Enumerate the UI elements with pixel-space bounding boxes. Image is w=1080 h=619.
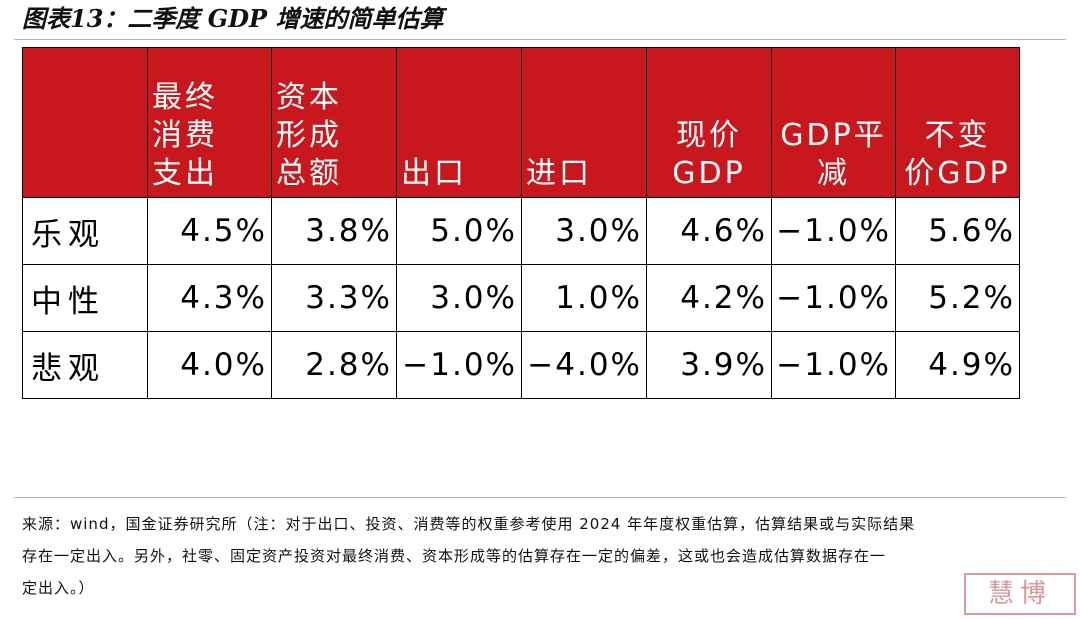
header-cell-imports: 进口 xyxy=(521,47,647,198)
source-divider xyxy=(14,497,1066,498)
table-row-neutral: 中性 4.3% 3.3% 3.0% 1.0% 4.2% −1.0% 5.2% xyxy=(22,264,1020,332)
source-line: 来源：wind，国金证券研究所（注：对于出口、投资、消费等的权重参考使用 202… xyxy=(22,515,916,533)
table-cell: −4.0% xyxy=(521,331,647,399)
table-cell: 4.9% xyxy=(895,331,1020,399)
row-label: 中性 xyxy=(22,264,148,332)
table-cell: 5.2% xyxy=(895,264,1020,332)
table-cell: 4.2% xyxy=(646,264,772,332)
header-cell-nominal-gdp: 现价 GDP xyxy=(646,47,772,198)
figure-title: 图表13：二季度 GDP 增速的简单估算 xyxy=(22,4,444,33)
table-cell: −1.0% xyxy=(771,264,896,332)
table-cell: 4.6% xyxy=(646,197,772,265)
watermark-stamp: 慧博 xyxy=(964,573,1076,615)
header-cell-corner xyxy=(22,47,148,198)
table-cell: 3.8% xyxy=(271,197,397,265)
gdp-estimate-table: 最终 消费 支出 资本 形成 总额 出口 进口 现价 GDP GDP平减 不变 价GDP 乐… xyxy=(22,47,1020,399)
header-cell-exports: 出口 xyxy=(396,47,522,198)
table-cell: 4.5% xyxy=(147,197,272,265)
table-cell: 3.3% xyxy=(271,264,397,332)
table-cell: 3.0% xyxy=(521,197,647,265)
table-cell: −1.0% xyxy=(771,331,896,399)
table-cell: 1.0% xyxy=(521,264,647,332)
row-label: 乐观 xyxy=(22,197,148,265)
table-cell: 5.0% xyxy=(396,197,522,265)
table-header-row: 最终 消费 支出 资本 形成 总额 出口 进口 现价 GDP GDP平减 不变 价GDP xyxy=(22,47,1020,198)
table-row-optimistic: 乐观 4.5% 3.8% 5.0% 3.0% 4.6% −1.0% 5.6% xyxy=(22,197,1020,265)
source-note: 来源：wind，国金证券研究所（注：对于出口、投资、消费等的权重参考使用 202… xyxy=(22,508,1068,604)
table-row-pessimistic: 悲观 4.0% 2.8% −1.0% −4.0% 3.9% −1.0% 4.9% xyxy=(22,331,1020,399)
table-cell: 3.0% xyxy=(396,264,522,332)
row-label: 悲观 xyxy=(22,331,148,399)
table-cell: 4.0% xyxy=(147,331,272,399)
source-line: 存在一定出入。另外，社零、固定资产投资对最终消费、资本形成等的估算存在一定的偏差… xyxy=(22,547,887,565)
table-cell: 2.8% xyxy=(271,331,397,399)
source-line: 定出入。） xyxy=(22,579,95,597)
title-divider xyxy=(14,39,1066,40)
table-cell: 3.9% xyxy=(646,331,772,399)
header-cell-capital-formation: 资本 形成 总额 xyxy=(271,47,397,198)
table-cell: −1.0% xyxy=(396,331,522,399)
header-cell-gdp-deflator: GDP平减 xyxy=(771,47,896,198)
header-cell-real-gdp: 不变 价GDP xyxy=(895,47,1020,198)
table-cell: −1.0% xyxy=(771,197,896,265)
header-cell-consumption: 最终 消费 支出 xyxy=(147,47,272,198)
table-cell: 5.6% xyxy=(895,197,1020,265)
table-cell: 4.3% xyxy=(147,264,272,332)
